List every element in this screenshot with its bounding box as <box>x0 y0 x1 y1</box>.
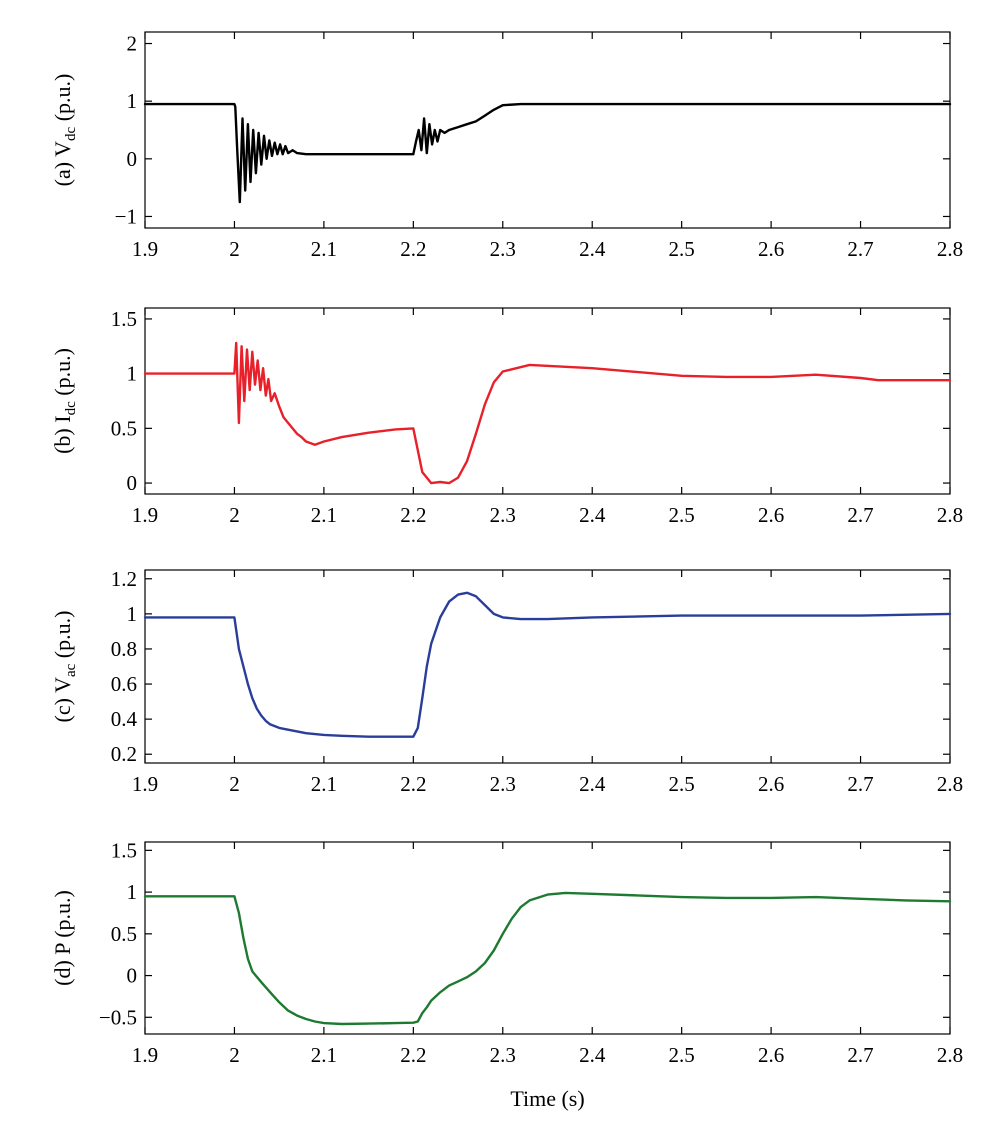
series-line <box>143 891 952 1026</box>
x-tick-label: 2.3 <box>490 772 516 796</box>
plot-frame <box>144 569 951 764</box>
y-tick-label: 1 <box>127 602 138 626</box>
x-tick-label: 2.2 <box>400 237 426 261</box>
y-tick-label: 0.5 <box>111 922 137 946</box>
y-tick-label: 0.5 <box>111 416 137 440</box>
y-tick-label: 1.2 <box>111 567 137 591</box>
series-line <box>143 102 952 204</box>
x-tick-label: 2.6 <box>758 1043 784 1067</box>
y-axis-label-prefix: (b) I <box>50 415 75 453</box>
y-tick-label: 0.4 <box>111 707 138 731</box>
y-tick-label: 1.5 <box>111 838 137 862</box>
panel-a: 1.9 2 2.1 2.2 2.3 2.4 2.5 2.6 2.7 2.8 −1 0 1 2 (a) Vdc… <box>50 31 963 261</box>
x-tick-label: 2.8 <box>937 503 963 527</box>
y-axis-label-subscript: dc <box>63 401 79 416</box>
x-tick-label: 2.3 <box>490 503 516 527</box>
x-tick-label: 2.7 <box>847 503 873 527</box>
x-tick-label: 2.5 <box>669 503 695 527</box>
x-tick-label: 1.9 <box>132 772 158 796</box>
y-tick-label: 1 <box>127 880 138 904</box>
panel-b: 1.9 2 2.1 2.2 2.3 2.4 2.5 2.6 2.7 2.8 0 0.5 1 1.5 (b) … <box>50 307 963 527</box>
plot-frame <box>144 31 951 229</box>
x-tick-label: 2 <box>229 237 240 261</box>
x-tick-label: 1.9 <box>132 503 158 527</box>
x-tick-label: 2.7 <box>847 237 873 261</box>
x-axis-label: Time (s) <box>510 1086 584 1111</box>
y-axis-label: (a) Vdc (p.u.) <box>50 74 79 187</box>
x-tick-label: 2.1 <box>311 237 337 261</box>
x-tick-label: 2.2 <box>400 1043 426 1067</box>
x-tick-label: 2.4 <box>579 503 606 527</box>
y-axis-label-prefix: (a) V <box>50 141 75 187</box>
y-axis-label-suffix: (p.u.) <box>50 74 75 127</box>
x-tick-label: 2 <box>229 772 240 796</box>
y-axis-label-suffix: (p.u.) <box>50 890 75 943</box>
x-tick-label: 1.9 <box>132 1043 158 1067</box>
x-tick-label: 1.9 <box>132 237 158 261</box>
x-tick-label: 2.5 <box>669 772 695 796</box>
plot-frame <box>144 841 951 1035</box>
plot-frame <box>144 307 951 495</box>
x-tick-label: 2.5 <box>669 1043 695 1067</box>
x-tick-label: 2.1 <box>311 503 337 527</box>
y-tick-label: 0.8 <box>111 637 137 661</box>
y-tick-label: 1.5 <box>111 307 137 331</box>
x-tick-label: 2.7 <box>847 772 873 796</box>
x-tick-label: 2.4 <box>579 1043 606 1067</box>
x-tick-label: 2.2 <box>400 503 426 527</box>
x-tick-label: 2 <box>229 1043 240 1067</box>
y-tick-label: 1 <box>127 89 138 113</box>
y-axis-label-suffix: (p.u.) <box>50 611 75 664</box>
x-tick-label: 2.6 <box>758 772 784 796</box>
y-tick-label: 0 <box>127 471 138 495</box>
y-tick-label: −0.5 <box>99 1005 137 1029</box>
x-tick-label: 2.6 <box>758 237 784 261</box>
y-tick-label: 1 <box>127 362 138 386</box>
y-axis-label-subscript: dc <box>63 126 79 141</box>
panel-d: 1.9 2 2.1 2.2 2.3 2.4 2.5 2.6 2.7 2.8 −0.5 0 0.5 1 1.5… <box>50 838 963 1111</box>
series-line <box>143 591 952 738</box>
panel-c: 1.9 2 2.1 2.2 2.3 2.4 2.5 2.6 2.7 2.8 0.2 0.4 0.6 0.8… <box>50 567 963 796</box>
y-axis-label: (c) Vac (p.u.) <box>50 611 79 723</box>
x-tick-label: 2.2 <box>400 772 426 796</box>
x-tick-label: 2 <box>229 503 240 527</box>
y-tick-label: 0.6 <box>111 672 137 696</box>
x-tick-label: 2.5 <box>669 237 695 261</box>
x-tick-label: 2.3 <box>490 1043 516 1067</box>
y-tick-label: −1 <box>115 204 137 228</box>
x-tick-label: 2.8 <box>937 772 963 796</box>
x-tick-label: 2.4 <box>579 772 606 796</box>
x-tick-label: 2.7 <box>847 1043 873 1067</box>
x-tick-label: 2.1 <box>311 1043 337 1067</box>
x-tick-label: 2.8 <box>937 1043 963 1067</box>
y-tick-label: 0.2 <box>111 742 137 766</box>
series-line <box>143 341 952 485</box>
x-tick-label: 2.6 <box>758 503 784 527</box>
y-tick-label: 0 <box>127 147 138 171</box>
y-tick-label: 0 <box>127 964 138 988</box>
y-axis-label: (d) P (p.u.) <box>50 890 75 986</box>
x-tick-label: 2.8 <box>937 237 963 261</box>
x-tick-label: 2.3 <box>490 237 516 261</box>
y-tick-label: 2 <box>127 32 138 56</box>
y-axis-label-prefix: (d) P <box>50 943 75 986</box>
y-axis-label-subscript: ac <box>63 663 79 677</box>
y-axis-label-prefix: (c) V <box>50 677 75 723</box>
x-tick-label: 2.4 <box>579 237 606 261</box>
x-tick-label: 2.1 <box>311 772 337 796</box>
y-axis-label-suffix: (p.u.) <box>50 348 75 401</box>
y-axis-label: (b) Idc (p.u.) <box>50 348 79 454</box>
